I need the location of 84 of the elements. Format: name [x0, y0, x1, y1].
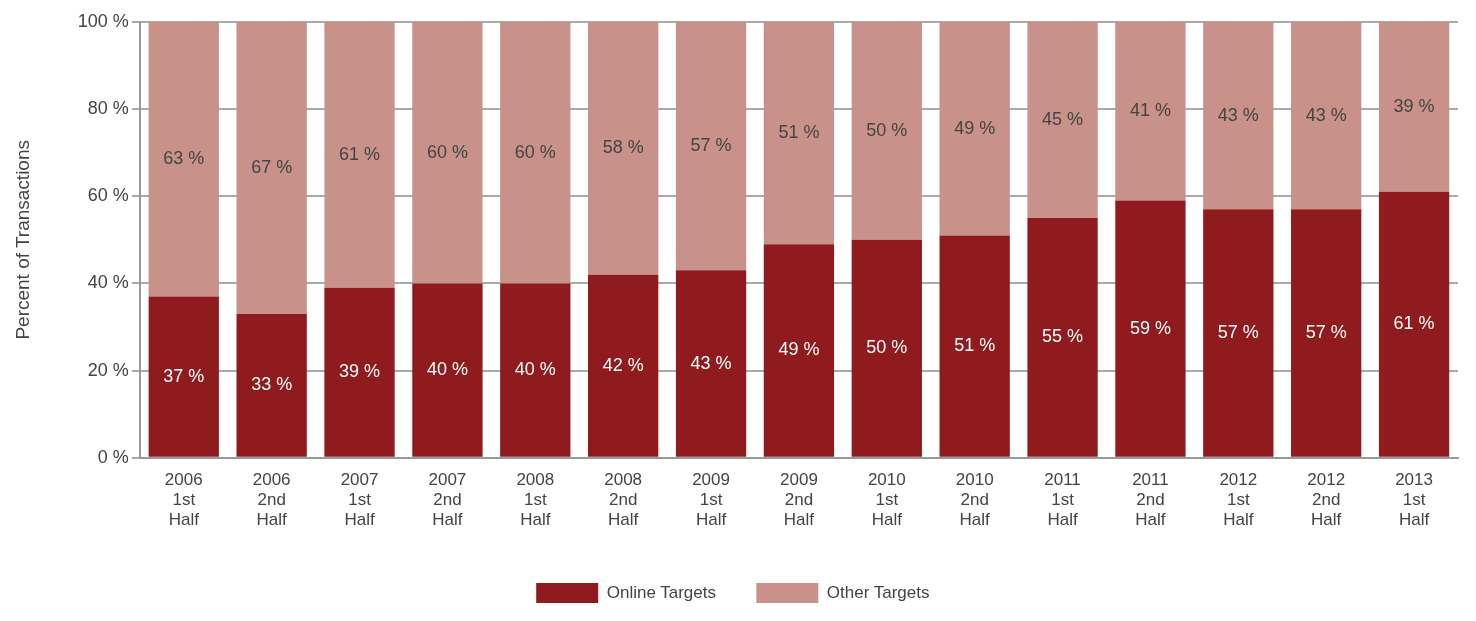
data-label: 58 % [602, 137, 644, 158]
data-label: 67 % [251, 156, 293, 177]
data-label: 50 % [866, 337, 908, 358]
data-label: 57 % [1305, 322, 1347, 343]
x-tick-label: 2013 1st Half [1395, 469, 1433, 530]
data-label: 51 % [954, 335, 996, 356]
bar [1027, 218, 1098, 457]
legend-label: Online Targets [606, 582, 717, 602]
data-label: 33 % [251, 374, 293, 395]
bar [500, 21, 571, 284]
y-axis-title: Percent of Transactions [11, 140, 33, 340]
x-tick-label: 2010 2nd Half [955, 469, 994, 530]
bar [1291, 21, 1362, 210]
data-label: 39 % [1393, 95, 1435, 116]
legend-label: Other Targets [826, 582, 930, 602]
data-label: 49 % [778, 339, 820, 360]
bar [588, 274, 659, 457]
bar [1115, 200, 1186, 457]
bar [412, 21, 483, 284]
bar [236, 313, 307, 457]
bar [675, 21, 747, 271]
bar [763, 21, 835, 245]
bar [1203, 209, 1274, 457]
bar [500, 283, 571, 457]
bar [1378, 21, 1450, 192]
x-tick-label: 2008 1st Half [516, 469, 555, 530]
x-tick-label: 2006 2nd Half [252, 469, 291, 530]
data-label: 59 % [1129, 317, 1171, 338]
data-label: 57 % [1217, 322, 1259, 343]
data-label: 40 % [514, 359, 556, 380]
x-tick-label: 2006 1st Half [164, 469, 203, 530]
x-tick-label: 2008 2nd Half [604, 469, 643, 530]
bar [1115, 21, 1186, 201]
x-tick-label: 2009 1st Half [692, 469, 730, 530]
data-label: 50 % [866, 119, 908, 140]
bar [851, 239, 922, 457]
bar [675, 270, 747, 457]
y-tick-label: 100 % [77, 10, 129, 31]
data-label: 60 % [514, 141, 556, 162]
bar [1378, 191, 1450, 457]
y-tick-label: 80 % [87, 97, 129, 118]
bar [324, 287, 395, 457]
y-tick-label: 60 % [87, 185, 129, 206]
bar [1027, 21, 1098, 218]
data-label: 61 % [339, 143, 381, 164]
bar [939, 235, 1010, 457]
data-label: 45 % [1042, 108, 1084, 129]
data-label: 57 % [690, 135, 732, 156]
y-tick-label: 20 % [87, 359, 129, 380]
bar [1203, 21, 1274, 210]
data-label: 40 % [426, 359, 468, 380]
data-label: 42 % [602, 354, 644, 375]
x-tick-label: 2007 2nd Half [428, 469, 467, 530]
data-label: 55 % [1042, 326, 1084, 347]
data-label: 60 % [426, 141, 468, 162]
bar [324, 21, 395, 288]
data-label: 39 % [339, 361, 381, 382]
bar [412, 283, 483, 457]
data-label: 49 % [954, 117, 996, 138]
bar [236, 21, 307, 314]
data-label: 41 % [1129, 100, 1171, 121]
bar [148, 21, 219, 297]
bar [851, 21, 922, 240]
data-label: 63 % [163, 148, 205, 169]
bar [939, 21, 1010, 236]
x-tick-label: 2009 2nd Half [780, 469, 818, 530]
data-label: 51 % [778, 121, 820, 142]
x-tick-label: 2011 1st Half [1044, 469, 1081, 530]
data-label: 37 % [163, 365, 205, 386]
x-tick-label: 2010 1st Half [867, 469, 906, 530]
x-tick-label: 2011 2nd Half [1132, 469, 1169, 530]
x-tick-label: 2007 1st Half [340, 469, 379, 530]
data-label: 43 % [1217, 104, 1259, 125]
bar [148, 296, 219, 457]
y-tick-label: 40 % [87, 272, 129, 293]
data-label: 61 % [1393, 313, 1435, 334]
data-label: 43 % [1305, 104, 1347, 125]
y-tick-label: 0 % [97, 446, 129, 467]
data-label: 43 % [690, 352, 732, 373]
bar [1291, 209, 1362, 457]
x-tick-label: 2012 2nd Half [1307, 469, 1346, 530]
x-tick-label: 2012 1st Half [1219, 469, 1258, 530]
bar [763, 244, 835, 457]
bar [588, 21, 659, 275]
